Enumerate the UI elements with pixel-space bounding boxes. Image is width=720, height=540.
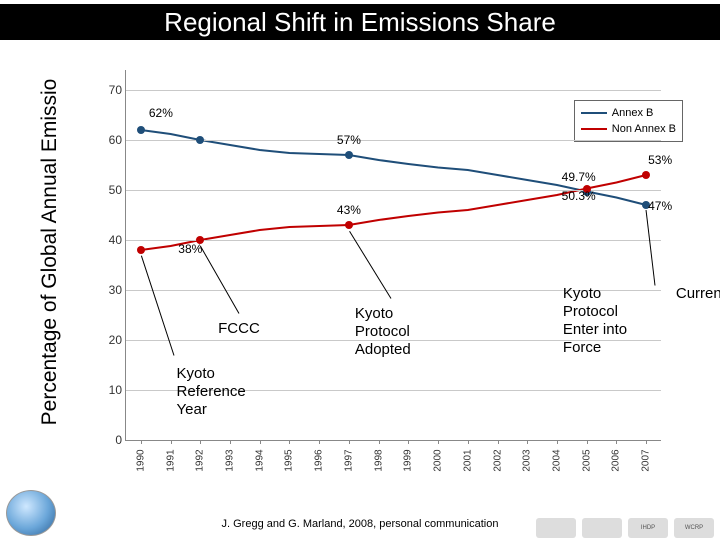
x-tick	[646, 440, 647, 444]
x-tick-label: 1998	[373, 446, 384, 476]
y-tick-label: 40	[102, 233, 122, 247]
x-tick-label: 1996	[314, 446, 325, 476]
x-tick-label: 1990	[135, 446, 146, 476]
data-point-marker	[345, 151, 353, 159]
data-point-marker	[137, 126, 145, 134]
x-tick	[616, 440, 617, 444]
y-axis-label: Percentage of Global Annual Emissio	[38, 72, 62, 432]
x-tick	[379, 440, 380, 444]
x-tick	[289, 440, 290, 444]
y-tick-label: 70	[102, 83, 122, 97]
data-point-marker	[196, 136, 204, 144]
x-tick	[527, 440, 528, 444]
x-tick-label: 1995	[284, 446, 295, 476]
plot-area: 0102030405060701990199119921993199419951…	[125, 70, 661, 441]
page-title: Regional Shift in Emissions Share	[0, 4, 720, 40]
x-tick	[260, 440, 261, 444]
y-tick-label: 0	[102, 433, 122, 447]
grid-line	[126, 90, 661, 91]
logo-icon	[536, 518, 576, 538]
x-tick-label: 2004	[551, 446, 562, 476]
x-tick-label: 1993	[225, 446, 236, 476]
y-tick-label: 10	[102, 383, 122, 397]
annotation-label: KyotoReferenceYear	[177, 365, 246, 419]
data-point-label: 43%	[337, 203, 361, 217]
page: Regional Shift in Emissions Share Percen…	[0, 0, 720, 540]
x-tick-label: 2000	[433, 446, 444, 476]
grid-line	[126, 240, 661, 241]
data-point-label: 57%	[337, 133, 361, 147]
data-point-marker	[137, 246, 145, 254]
x-tick-label: 1994	[254, 446, 265, 476]
x-tick	[200, 440, 201, 444]
x-tick	[141, 440, 142, 444]
grid-line	[126, 140, 661, 141]
x-tick-label: 1997	[343, 446, 354, 476]
annotation-label: FCCC	[218, 320, 260, 338]
data-point-marker	[642, 171, 650, 179]
x-tick	[349, 440, 350, 444]
x-tick	[230, 440, 231, 444]
x-tick-label: 2006	[611, 446, 622, 476]
x-tick-label: 2001	[462, 446, 473, 476]
data-point-label: 50.3%	[562, 189, 596, 203]
annotation-label: KyotoProtocolEnter intoForce	[563, 285, 627, 357]
annotation-label: KyotoProtocolAdopted	[355, 305, 411, 359]
x-tick	[171, 440, 172, 444]
x-tick-label: 2007	[641, 446, 652, 476]
data-point-label: 49.7%	[562, 170, 596, 184]
footer-logos: IHDP WCRP	[536, 518, 714, 538]
x-tick-label: 1992	[195, 446, 206, 476]
x-tick	[557, 440, 558, 444]
y-tick-label: 50	[102, 183, 122, 197]
data-point-marker	[345, 221, 353, 229]
annotation-label: Current	[676, 285, 720, 303]
y-tick-label: 20	[102, 333, 122, 347]
x-tick	[408, 440, 409, 444]
data-point-label: 53%	[648, 153, 672, 167]
x-tick-label: 1999	[403, 446, 414, 476]
x-tick	[587, 440, 588, 444]
data-point-label: 62%	[149, 106, 173, 120]
x-tick-label: 1991	[165, 446, 176, 476]
logo-icon	[582, 518, 622, 538]
logo-icon: IHDP	[628, 518, 668, 538]
series-line	[141, 175, 646, 250]
x-tick-label: 2003	[522, 446, 533, 476]
x-tick	[319, 440, 320, 444]
x-tick-label: 2005	[581, 446, 592, 476]
x-tick	[438, 440, 439, 444]
chart-area: Annex B Non Annex B 01020304050607019901…	[95, 50, 685, 480]
y-tick-label: 30	[102, 283, 122, 297]
logo-icon: WCRP	[674, 518, 714, 538]
data-point-label: 38%	[178, 242, 202, 256]
data-point-label: 47%	[648, 199, 672, 213]
x-tick	[498, 440, 499, 444]
y-tick-label: 60	[102, 133, 122, 147]
x-tick	[468, 440, 469, 444]
x-tick-label: 2002	[492, 446, 503, 476]
